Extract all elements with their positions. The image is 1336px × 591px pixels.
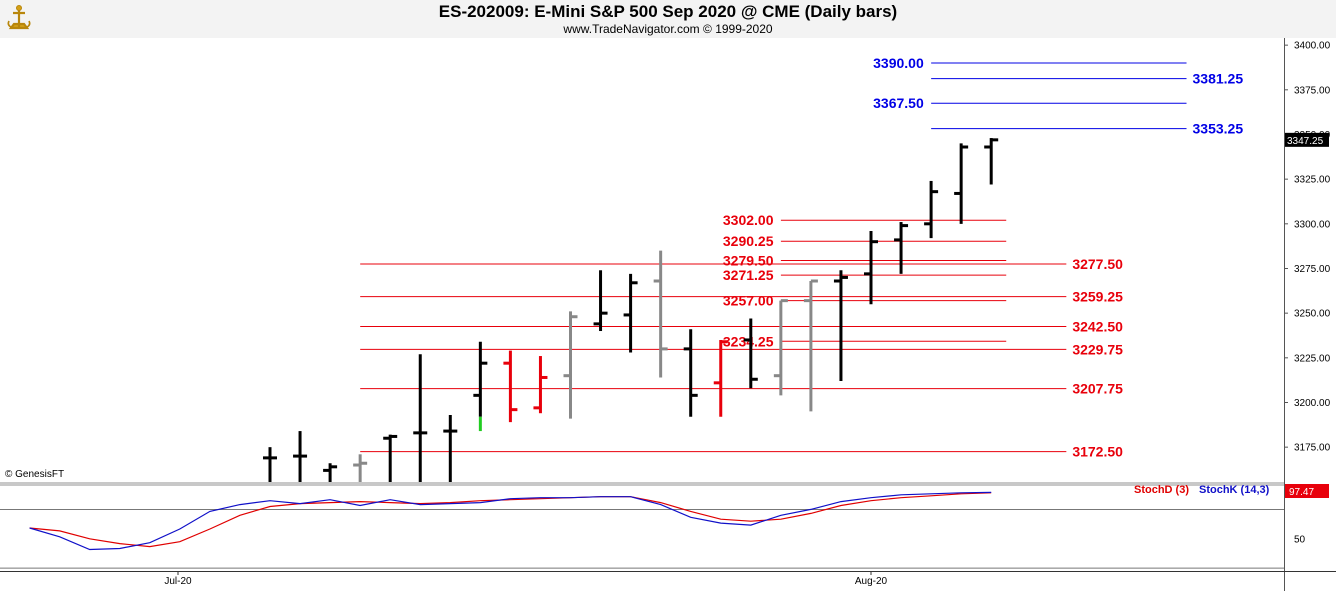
ohlc-bar [263, 447, 277, 482]
target-levels: 3390.00 3381.25 3367.50 3353.25 [873, 55, 1243, 137]
ohlc-bar [623, 273, 638, 353]
last-price-label: 3347.25 [1287, 136, 1324, 147]
ohlc-bar [563, 311, 578, 419]
ohlc-bar [443, 414, 458, 482]
ohlc-bar [353, 454, 368, 482]
target-level-label: 3381.25 [1193, 71, 1244, 87]
chart-frame [0, 38, 1336, 591]
stoch-series-line [29, 491, 992, 551]
date-axis-background [0, 572, 1284, 591]
ohlc-bar [593, 270, 608, 332]
price-tick-label: 3375.00 [1294, 85, 1331, 96]
stoch-d-legend: StochD (3) [1134, 484, 1189, 496]
ohlc-bar [773, 299, 788, 396]
price-tick-label: 3225.00 [1294, 353, 1331, 364]
last-price-box [1285, 132, 1329, 147]
target-level-label: 3353.25 [1193, 121, 1244, 137]
ohlc-bar [984, 138, 999, 185]
price-tick-label: 3175.00 [1294, 443, 1331, 454]
ohlc-bar [833, 270, 848, 382]
date-axis: Jul-20 Aug-20 [164, 571, 888, 587]
price-tick-label: 3200.00 [1294, 398, 1331, 409]
support-level-label: 3259.25 [1072, 289, 1123, 305]
price-tick-label: 3250.00 [1294, 309, 1331, 320]
stochastic-panel: 50 StochD (3) StochK (14,3) 97.47 [0, 484, 1329, 569]
ohlc-bar [713, 339, 728, 417]
genesis-logo-icon [4, 3, 34, 33]
ohlc-bar [864, 230, 878, 305]
stoch-tick-label: 50 [1294, 534, 1306, 545]
support-level-label: 3207.75 [1072, 381, 1123, 397]
price-axis-background [1284, 38, 1336, 591]
panel-separator [0, 482, 1284, 486]
price-tick-label: 3300.00 [1294, 219, 1331, 230]
ohlc-bar [894, 222, 909, 274]
ohlc-bars [263, 138, 999, 482]
ohlc-bar [653, 250, 668, 378]
ohlc-bar [323, 463, 338, 482]
stoch-last-box [1285, 484, 1329, 498]
price-axis: 3400.003375.003350.003325.003300.003275.… [1284, 41, 1331, 454]
ohlc-bar [473, 341, 488, 432]
ohlc-bar [503, 350, 518, 423]
price-tick-label: 3400.00 [1294, 41, 1331, 52]
support-level-label: 3271.25 [723, 267, 774, 283]
support-level-label: 3279.50 [723, 252, 774, 268]
ohlc-bar [924, 180, 939, 239]
target-level-label: 3367.50 [873, 95, 924, 111]
date-tick-label: Jul-20 [164, 576, 192, 587]
support-level-label: 3229.75 [1072, 341, 1123, 357]
target-level-label: 3390.00 [873, 55, 924, 71]
copyright-text: © GenesisFT [5, 469, 65, 480]
support-level-label: 3277.50 [1072, 256, 1123, 272]
support-level-label: 3257.00 [723, 293, 774, 309]
price-tick-label: 3325.00 [1294, 175, 1331, 186]
stoch-k-legend: StochK (14,3) [1199, 484, 1270, 496]
ohlc-bar [293, 431, 308, 482]
chart-title: ES-202009: E-Mini S&P 500 Sep 2020 @ CME… [438, 2, 898, 21]
stoch-series-line [29, 492, 992, 548]
ohlc-bar [383, 434, 398, 482]
ohlc-bar [803, 279, 818, 412]
stoch-last-label: 97.47 [1289, 487, 1314, 498]
ohlc-bar [413, 354, 428, 482]
support-level-label: 3172.50 [1072, 444, 1123, 460]
date-tick-label: Aug-20 [855, 576, 888, 587]
support-level-label: 3242.50 [1072, 319, 1123, 335]
ohlc-bar [533, 356, 548, 414]
chart-header: ES-202009: E-Mini S&P 500 Sep 2020 @ CME… [0, 0, 1336, 38]
ohlc-bar [683, 329, 698, 417]
ohlc-bar [954, 143, 969, 224]
support-levels: 3302.00 3290.25 3279.50 3277.50 3271.25 3259.… [360, 212, 1123, 460]
support-level-label: 3302.00 [723, 212, 774, 228]
chart-website: www.TradeNavigator.com © 1999-2020 [563, 22, 773, 36]
price-tick-label: 3275.00 [1294, 264, 1331, 275]
support-level-label: 3290.25 [723, 233, 774, 249]
ohlc-bar [743, 318, 758, 389]
